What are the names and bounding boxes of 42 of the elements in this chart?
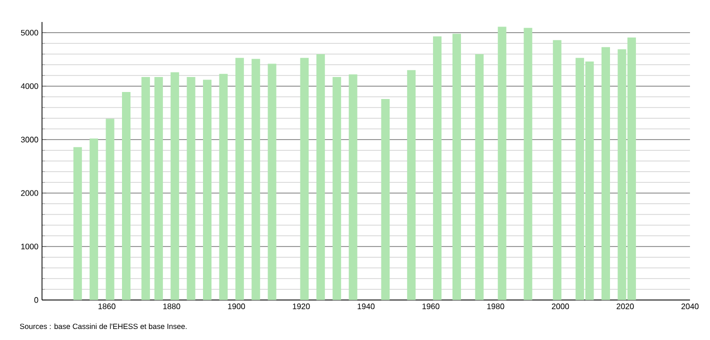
y-tick-label: 1000	[21, 244, 38, 250]
x-tick-label: 1860	[98, 304, 116, 310]
bar	[170, 72, 180, 300]
bar	[268, 64, 276, 300]
y-tick-label: 0	[34, 297, 38, 303]
bar	[300, 58, 309, 300]
x-tick-label: 1880	[163, 304, 180, 310]
x-tick-label: 1960	[422, 304, 440, 310]
bar	[498, 26, 506, 300]
bar	[106, 118, 114, 300]
bar	[141, 77, 150, 300]
bar	[219, 74, 228, 300]
bar	[235, 58, 244, 300]
bar	[348, 74, 358, 300]
y-tick-label: 3000	[20, 136, 38, 142]
x-tick-label: 1980	[487, 304, 504, 310]
bar	[452, 34, 461, 300]
x-tick-label: 1900	[228, 304, 245, 310]
x-tick-label: 1920	[292, 304, 310, 310]
bar	[203, 80, 212, 300]
x-tick-label: 1940	[358, 304, 375, 310]
y-tick-label: 5000	[21, 30, 38, 36]
bar	[552, 40, 562, 300]
bar	[332, 77, 342, 300]
x-tick-label: 2020	[616, 304, 634, 310]
bar	[381, 98, 390, 300]
bar	[433, 36, 442, 300]
bar	[524, 28, 532, 300]
bar	[475, 54, 484, 300]
x-tick-label: 2040	[682, 304, 699, 310]
y-tick-label: 4000	[20, 83, 38, 89]
x-tick-label: 2000	[552, 304, 569, 310]
bar	[154, 77, 163, 300]
bar	[407, 70, 416, 300]
bar	[122, 92, 130, 300]
bar	[602, 47, 610, 300]
bar	[252, 58, 260, 300]
y-tick-label: 2000	[21, 190, 38, 196]
bar	[316, 54, 325, 300]
bar	[186, 77, 196, 300]
bar	[90, 138, 98, 300]
bar	[73, 147, 82, 300]
